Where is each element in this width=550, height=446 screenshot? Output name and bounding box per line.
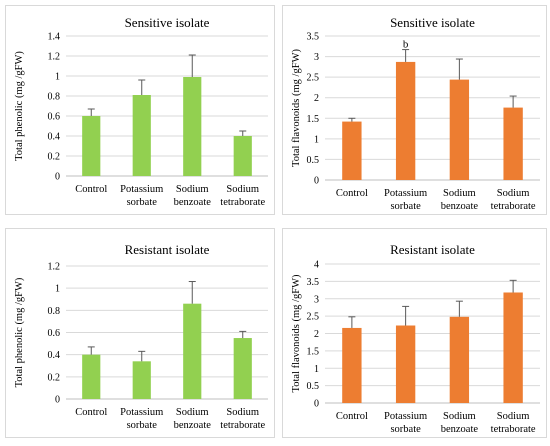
x-category-label: benzoate xyxy=(441,201,479,212)
y-tick-label: 1 xyxy=(314,134,319,145)
x-category-label: benzoate xyxy=(441,424,479,435)
chart-resistant-flavonoids: Resistant isolate 0 0.5 1 1.5 2 2.5 3 3.5 4 Total … xyxy=(291,242,540,435)
y-tick-label: 0 xyxy=(55,172,60,183)
x-category-label: tetraborate xyxy=(491,201,536,212)
chart-title: Sensitive isolate xyxy=(390,15,475,30)
y-tick-label: 0.5 xyxy=(307,155,320,166)
bar xyxy=(342,121,362,180)
y-axis-label: Total flavonoids (mg /gFW) xyxy=(291,274,302,392)
x-category-label: Sodium xyxy=(226,184,259,195)
chart-sensitive-flavonoids: Sensitive isolate 0 0.5 1 1.5 2 2.5 3 3.5 Total f… xyxy=(291,15,540,212)
chart-sensitive-phenolic: Sensitive isolate 0 0.2 0.4 0.6 0.8 1 1.2 1.4 Tot… xyxy=(14,15,268,208)
x-category-label: benzoate xyxy=(174,197,212,208)
x-category-label: tetraborate xyxy=(220,420,265,431)
x-category-label: Control xyxy=(75,184,107,195)
x-category-label: Potassium xyxy=(384,188,427,199)
y-tick-label: 1.2 xyxy=(48,262,61,273)
x-category-label: tetraborate xyxy=(491,424,536,435)
y-tick-label: 4 xyxy=(314,260,319,271)
bar xyxy=(449,79,470,180)
y-tick-label: 2 xyxy=(314,329,319,340)
x-category-label: Sodium xyxy=(497,188,530,199)
x-category-label: Potassium xyxy=(384,411,427,422)
bar xyxy=(82,116,101,176)
x-category-label: tetraborate xyxy=(220,197,265,208)
y-tick-label: 0.4 xyxy=(48,350,61,361)
y-tick-label: 1.5 xyxy=(307,114,320,125)
chart-panel-sensitive-flavonoids: Sensitive isolate 0 0.5 1 1.5 2 2.5 3 3.5 Total f… xyxy=(282,5,547,215)
x-category-label: Sodium xyxy=(226,407,259,418)
y-tick-label: 0.4 xyxy=(48,132,61,143)
y-tick-label: 1.4 xyxy=(48,32,61,43)
bar xyxy=(132,361,151,399)
bar xyxy=(233,136,252,176)
bar xyxy=(183,303,202,399)
x-category-label: Sodium xyxy=(443,188,476,199)
x-category-label: benzoate xyxy=(174,420,212,431)
x-category-label: Control xyxy=(336,188,368,199)
x-category-label: Sodium xyxy=(176,184,209,195)
y-tick-label: 0.5 xyxy=(307,381,320,392)
x-category-label: Sodium xyxy=(497,411,530,422)
y-tick-label: 0.8 xyxy=(48,306,61,317)
y-axis-label: Total phenolic (mg /gFW) xyxy=(14,277,25,387)
y-tick-label: 1 xyxy=(55,284,60,295)
chart-panel-resistant-phenolic: Resistant isolate 0 0.2 0.4 0.6 0.8 1 1.2 Total … xyxy=(5,228,275,438)
y-tick-label: 3.5 xyxy=(307,277,320,288)
x-category-label: sorbate xyxy=(390,201,421,212)
y-tick-label: 0 xyxy=(314,176,319,187)
y-tick-label: 1.2 xyxy=(48,52,61,63)
y-tick-label: 2 xyxy=(314,93,319,104)
y-tick-label: 0 xyxy=(55,395,60,406)
y-tick-label: 3.5 xyxy=(307,32,320,43)
y-tick-label: 0.6 xyxy=(48,112,61,123)
x-category-label: sorbate xyxy=(390,424,421,435)
y-tick-label: 2.5 xyxy=(307,73,320,84)
y-axis-label: Total phenolic (mg /gFW) xyxy=(14,51,25,161)
chart-panel-sensitive-phenolic: Sensitive isolate 0 0.2 0.4 0.6 0.8 1 1.2 1.4 Tot… xyxy=(5,5,275,215)
x-category-label: Potassium xyxy=(120,407,163,418)
y-tick-label: 0.6 xyxy=(48,328,61,339)
y-tick-label: 0 xyxy=(314,399,319,410)
y-tick-label: 1.5 xyxy=(307,346,320,357)
y-axis-label: Total flavonoids (mg /gFW) xyxy=(291,49,302,167)
chart-panel-resistant-flavonoids: Resistant isolate 0 0.5 1 1.5 2 2.5 3 3.5 4 Total … xyxy=(282,228,547,438)
bar xyxy=(233,338,252,399)
y-tick-label: 3 xyxy=(314,52,319,63)
chart-title: Sensitive isolate xyxy=(125,15,210,30)
bar xyxy=(183,77,202,176)
y-tick-label: 3 xyxy=(314,294,319,305)
bar xyxy=(342,327,362,403)
x-category-label: sorbate xyxy=(127,420,158,431)
x-category-label: Sodium xyxy=(176,407,209,418)
y-tick-label: 0.2 xyxy=(48,152,61,163)
chart-title: Resistant isolate xyxy=(125,242,210,257)
bar xyxy=(132,95,151,176)
bar xyxy=(503,107,523,180)
chart-resistant-phenolic: Resistant isolate 0 0.2 0.4 0.6 0.8 1 1.2 Total … xyxy=(14,242,268,431)
y-tick-label: 2.5 xyxy=(307,312,320,323)
y-tick-label: 0.2 xyxy=(48,372,61,383)
bar xyxy=(395,61,416,180)
x-category-label: sorbate xyxy=(127,197,158,208)
bar xyxy=(503,292,523,403)
x-category-label: Sodium xyxy=(443,411,476,422)
bar xyxy=(395,325,416,403)
y-tick-label: 1 xyxy=(314,364,319,375)
bar xyxy=(82,354,101,399)
y-tick-label: 1 xyxy=(55,72,60,83)
significance-label: b xyxy=(403,39,409,51)
chart-title: Resistant isolate xyxy=(390,242,475,257)
bar xyxy=(449,316,470,403)
x-category-label: Potassium xyxy=(120,184,163,195)
x-category-label: Control xyxy=(336,411,368,422)
x-category-label: Control xyxy=(75,407,107,418)
y-tick-label: 0.8 xyxy=(48,92,61,103)
